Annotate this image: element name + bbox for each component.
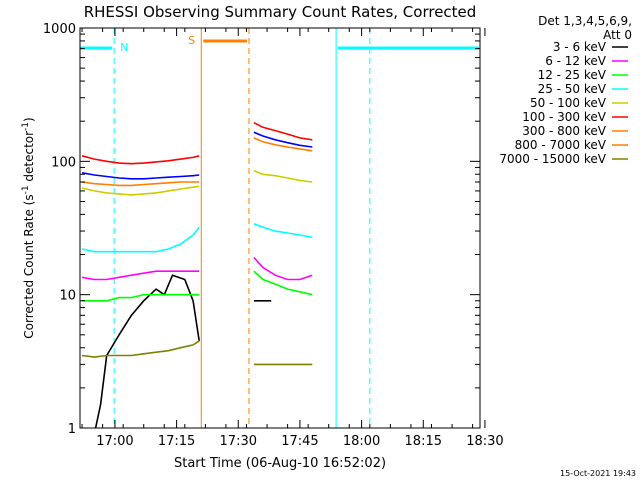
saa-marker-label: S: [188, 34, 195, 47]
series-line-2: [253, 270, 313, 296]
legend-title-line2: Att 0: [603, 28, 632, 42]
legend-label-1: 6 - 12 keV: [545, 54, 607, 68]
legend-label-4: 50 - 100 keV: [530, 96, 607, 110]
series-line-3: [81, 226, 200, 253]
y-axis-label-end: ): [22, 117, 36, 122]
footer-date: 15-Oct-2021 19:43: [560, 469, 636, 478]
x-tick-label: 17:00: [96, 434, 133, 449]
series-line-2: [82, 293, 200, 302]
x-tick-label: 17:15: [158, 434, 195, 449]
chart-title: RHESSI Observing Summary Count Rates, Co…: [84, 3, 477, 21]
series-line-6: [81, 181, 200, 187]
series-line-1: [253, 256, 313, 281]
y-tick-label: 100: [51, 155, 76, 170]
x-axis: 17:00 17:15 17:30 17:45 18:00 18:15 18:30: [81, 28, 504, 449]
x-axis-label: Start Time (06-Aug-10 16:52:02): [174, 456, 386, 471]
legend-label-7: 800 - 7000 keV: [515, 138, 607, 152]
y-axis-label-mid: detector: [22, 131, 36, 186]
series-line-4: [253, 169, 313, 183]
series-line-4: [81, 185, 200, 196]
legend-label-0: 3 - 6 keV: [553, 40, 607, 54]
y-tick-label: 10: [59, 289, 76, 304]
x-tick-label: 18:15: [405, 434, 442, 449]
series-line-blue: [81, 172, 200, 180]
series-line-3: [253, 223, 313, 238]
legend-title-line1: Det 1,3,4,5,6,9,: [538, 14, 632, 28]
legend-label-2: 12 - 25 keV: [538, 68, 607, 82]
legend-label-3: 25 - 50 keV: [538, 82, 607, 96]
x-tick-label: 18:30: [466, 434, 503, 449]
night-marker-label: N: [120, 41, 128, 54]
series-line-blue: [253, 131, 313, 148]
legend-label-5: 100 - 300 keV: [522, 110, 606, 124]
y-axis-label: Corrected Count Rate (s-1 detector-1): [21, 117, 36, 338]
y-axis: 1 10 100 1000: [43, 22, 480, 437]
y-axis-label-sup2: -1: [21, 122, 31, 131]
plot-area: NS: [79, 28, 479, 429]
series-line-5: [253, 121, 313, 141]
legend-label-6: 300 - 800 keV: [522, 124, 606, 138]
y-axis-label-sup1: -1: [21, 185, 31, 194]
x-tick-label: 17:30: [220, 434, 257, 449]
y-tick-label: 1000: [43, 22, 76, 37]
y-axis-label-main: Corrected Count Rate (s: [22, 194, 36, 338]
plot-frame: [79, 27, 481, 429]
series-line-8: [81, 340, 200, 358]
x-tick-label: 18:00: [343, 434, 380, 449]
series-line-6: [253, 137, 313, 152]
x-tick-label: 17:45: [281, 434, 318, 449]
series-line-5: [81, 155, 200, 165]
legend-label-8: 7000 - 15000 keV: [499, 152, 606, 166]
y-tick-label: 1: [68, 422, 76, 437]
series-line-1: [81, 270, 200, 281]
